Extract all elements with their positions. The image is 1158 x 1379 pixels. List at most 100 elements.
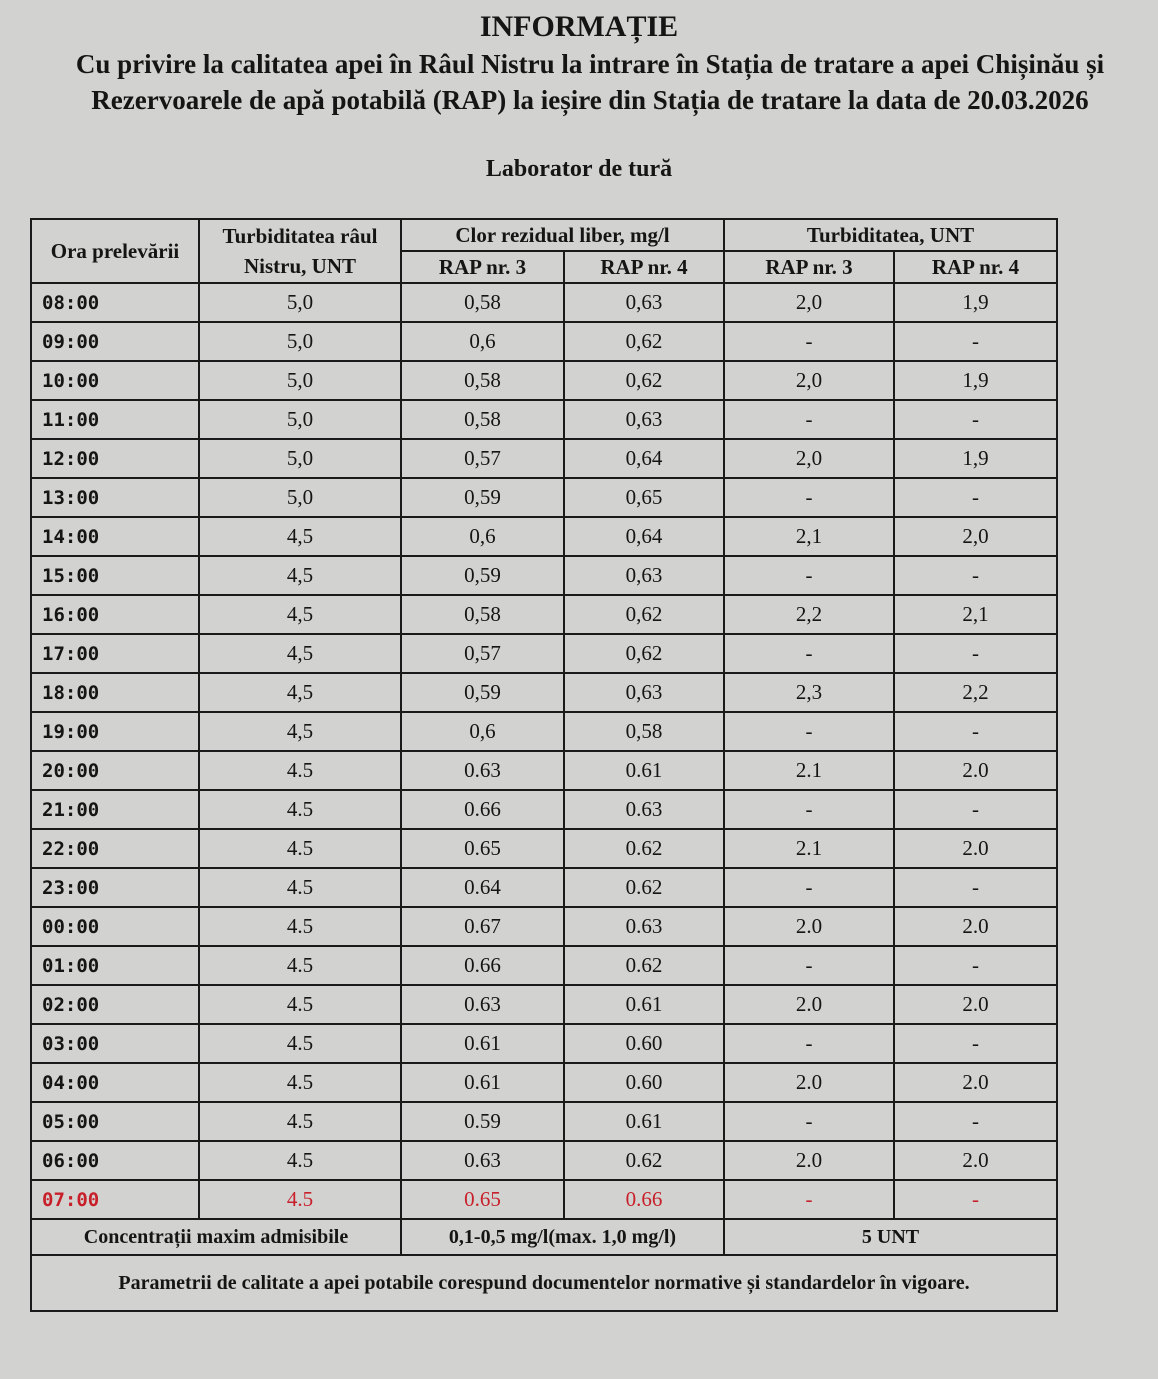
cell-turbidity-rap3: - — [723, 711, 895, 752]
cell-turbidity-rap3: 2,2 — [723, 594, 895, 635]
cell-chlorine-rap4: 0,63 — [563, 282, 725, 323]
cell-turbidity-rap4: 2.0 — [892, 906, 1059, 947]
limits-chlorine: 0,1-0,5 mg/l(max. 1,0 mg/l) — [400, 1218, 725, 1256]
table-row: 21:00 4.5 0.66 0.63- - — [30, 789, 1059, 830]
cell-chlorine-rap3: 0,58 — [400, 399, 565, 440]
cell-chlorine-rap3: 0.65 — [400, 1179, 565, 1220]
cell-turbidity-rap3: 2.1 — [723, 750, 895, 791]
cell-turbidity-river: 5,0 — [198, 438, 402, 479]
cell-time: 05:00 — [30, 1101, 200, 1142]
table-row: 09:00 5,0 0,6 0,62- - — [30, 321, 1059, 362]
cell-time: 20:00 — [30, 750, 200, 791]
cell-turbidity-rap3: 2,0 — [723, 438, 895, 479]
cell-turbidity-river: 4,5 — [198, 672, 402, 713]
cell-chlorine-rap3: 0,6 — [400, 516, 565, 557]
cell-time: 09:00 — [30, 321, 200, 362]
cell-turbidity-rap4: - — [892, 1101, 1059, 1142]
table-row: 06:00 4.5 0.63 0.62 2.0 2.0 — [30, 1140, 1059, 1181]
cell-turbidity-rap4: - — [892, 321, 1059, 362]
cell-time: 12:00 — [30, 438, 200, 479]
cell-chlorine-rap4: 0.61 — [563, 750, 725, 791]
cell-time: 21:00 — [30, 789, 200, 830]
cell-turbidity-river: 5,0 — [198, 477, 402, 518]
cell-chlorine-rap3: 0,57 — [400, 633, 565, 674]
cell-chlorine-rap3: 0.66 — [400, 945, 565, 986]
table-row: 02:00 4.5 0.63 0.61 2.0 2.0 — [30, 984, 1059, 1025]
cell-chlorine-rap4: 0.62 — [563, 867, 725, 908]
table-row: 17:00 4,5 0,57 0,62- - — [30, 633, 1059, 674]
cell-turbidity-river: 4,5 — [198, 516, 402, 557]
water-quality-table: Ora prelevării Turbiditatea râul Nistru,… — [29, 218, 1059, 1312]
cell-chlorine-rap3: 0.67 — [400, 906, 565, 947]
table-row: 15:00 4,5 0,59 0,63- - — [30, 555, 1059, 596]
cell-turbidity-rap4: 1,9 — [892, 360, 1059, 401]
table-row: 04:00 4.5 0.61 0.60 2.0 2.0 — [30, 1062, 1059, 1103]
header-chlorine: Clor rezidual liber, mg/l — [400, 218, 725, 252]
cell-chlorine-rap3: 0.63 — [400, 984, 565, 1025]
cell-turbidity-rap3: 2.0 — [723, 1140, 895, 1181]
cell-turbidity-rap4: - — [892, 399, 1059, 440]
document-subtitle: Cu privire la calitatea apei în Râul Nis… — [75, 49, 1105, 115]
cell-chlorine-rap3: 0,58 — [400, 594, 565, 635]
cell-chlorine-rap4: 0.61 — [563, 984, 725, 1025]
cell-chlorine-rap4: 0.60 — [563, 1023, 725, 1064]
cell-turbidity-rap3: - — [723, 321, 895, 362]
table-row: 08:00 5,0 0,58 0,63 2,0 1,9 — [30, 282, 1059, 323]
cell-chlorine-rap3: 0,59 — [400, 477, 565, 518]
cell-turbidity-river: 4.5 — [198, 906, 402, 947]
header-turbidity-rap3: RAP nr. 3 — [723, 250, 895, 284]
cell-turbidity-river: 4,5 — [198, 594, 402, 635]
cell-time: 22:00 — [30, 828, 200, 869]
cell-turbidity-rap3: 2,0 — [723, 282, 895, 323]
cell-time: 04:00 — [30, 1062, 200, 1103]
cell-chlorine-rap4: 0.63 — [563, 906, 725, 947]
cell-turbidity-rap4: 2.0 — [892, 1062, 1059, 1103]
cell-chlorine-rap4: 0,62 — [563, 360, 725, 401]
cell-time: 02:00 — [30, 984, 200, 1025]
cell-turbidity-river: 4.5 — [198, 867, 402, 908]
cell-time: 17:00 — [30, 633, 200, 674]
cell-chlorine-rap4: 0,64 — [563, 516, 725, 557]
cell-turbidity-rap4: - — [892, 945, 1059, 986]
cell-chlorine-rap3: 0,6 — [400, 711, 565, 752]
header-time: Ora prelevării — [30, 218, 200, 284]
cell-turbidity-river: 4.5 — [198, 1062, 402, 1103]
table-row: 10:00 5,0 0,58 0,62 2,0 1,9 — [30, 360, 1059, 401]
cell-turbidity-rap3: 2.0 — [723, 984, 895, 1025]
cell-chlorine-rap4: 0.62 — [563, 945, 725, 986]
cell-time: 03:00 — [30, 1023, 200, 1064]
table-row: 12:00 5,0 0,57 0,64 2,0 1,9 — [30, 438, 1059, 479]
cell-chlorine-rap3: 0.59 — [400, 1101, 565, 1142]
cell-turbidity-rap4: - — [892, 1023, 1059, 1064]
cell-time: 18:00 — [30, 672, 200, 713]
cell-chlorine-rap3: 0.63 — [400, 1140, 565, 1181]
cell-chlorine-rap3: 0.63 — [400, 750, 565, 791]
cell-time: 00:00 — [30, 906, 200, 947]
table-row: 05:00 4.5 0.59 0.61- - — [30, 1101, 1059, 1142]
table-row: 22:00 4.5 0.65 0.62 2.1 2.0 — [30, 828, 1059, 869]
cell-turbidity-rap4: 2,0 — [892, 516, 1059, 557]
limits-label: Concentrații maxim admisibile — [30, 1218, 402, 1256]
table-row: 16:00 4,5 0,58 0,62 2,2 2,1 — [30, 594, 1059, 635]
cell-chlorine-rap4: 0.62 — [563, 1140, 725, 1181]
cell-turbidity-rap4: 2.0 — [892, 1140, 1059, 1181]
table-row: 11:00 5,0 0,58 0,63- - — [30, 399, 1059, 440]
cell-turbidity-rap3: 2.0 — [723, 906, 895, 947]
cell-time: 14:00 — [30, 516, 200, 557]
cell-time: 13:00 — [30, 477, 200, 518]
cell-turbidity-river: 4,5 — [198, 555, 402, 596]
header-chlorine-rap3: RAP nr. 3 — [400, 250, 565, 284]
cell-turbidity-river: 4.5 — [198, 1179, 402, 1220]
cell-turbidity-river: 4.5 — [198, 1140, 402, 1181]
cell-turbidity-rap4: 1,9 — [892, 282, 1059, 323]
cell-turbidity-rap4: 2,1 — [892, 594, 1059, 635]
cell-turbidity-rap3: - — [723, 867, 895, 908]
cell-turbidity-river: 4,5 — [198, 711, 402, 752]
cell-turbidity-rap3: - — [723, 633, 895, 674]
table-row: 14:00 4,5 0,6 0,64 2,1 2,0 — [30, 516, 1059, 557]
cell-chlorine-rap4: 0,62 — [563, 594, 725, 635]
cell-turbidity-river: 4.5 — [198, 945, 402, 986]
cell-turbidity-rap3: 2,3 — [723, 672, 895, 713]
cell-turbidity-rap3: - — [723, 477, 895, 518]
cell-turbidity-rap3: - — [723, 399, 895, 440]
